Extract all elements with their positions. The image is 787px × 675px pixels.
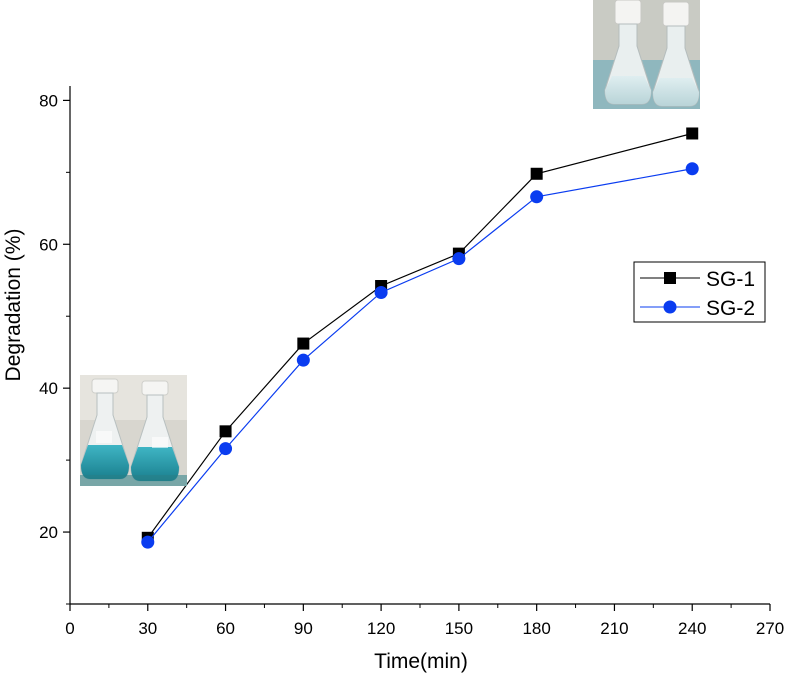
flasks-after-photo: [593, 0, 700, 109]
series-sg-2: [141, 162, 699, 549]
data-point-sg-2: [374, 285, 388, 299]
y-axis-title: Degradation (%): [2, 229, 25, 382]
legend-box: [633, 261, 766, 323]
legend: SG-1 SG-2: [633, 261, 766, 323]
data-point-sg-1: [219, 425, 232, 438]
x-tick-label: 270: [756, 619, 784, 638]
series-line-sg-2: [147, 168, 693, 543]
x-tick-label: 240: [678, 619, 706, 638]
flasks-before-photo: [80, 375, 187, 486]
x-tick-label: 210: [600, 619, 628, 638]
data-point-sg-1: [297, 337, 310, 350]
x-tick-label: 60: [216, 619, 235, 638]
x-tick-label: 150: [445, 619, 473, 638]
data-point-sg-2: [219, 442, 233, 456]
y-tick-label: 80: [39, 91, 58, 110]
axes: [69, 86, 770, 605]
legend-marker-sg-1: [664, 272, 676, 284]
x-tick-label: 180: [522, 619, 550, 638]
x-tick-label: 30: [138, 619, 157, 638]
data-point-sg-1: [686, 127, 699, 140]
legend-label-sg-1: SG-1: [706, 268, 755, 291]
y-ticks: 20 40 60 80: [39, 91, 70, 605]
x-tick-label: 0: [65, 619, 74, 638]
y-tick-label: 40: [39, 379, 58, 398]
y-tick-label: 60: [39, 235, 58, 254]
legend-label-sg-2: SG-2: [706, 297, 755, 320]
data-point-sg-2: [296, 353, 310, 367]
legend-item-sg-1: SG-1: [640, 268, 755, 291]
data-point-sg-2: [452, 252, 466, 266]
data-point-sg-2: [141, 535, 155, 549]
series-sg-1: [141, 127, 699, 544]
series-layer: [141, 127, 699, 549]
data-point-sg-2: [530, 190, 544, 204]
x-axis-title: Time(min): [374, 650, 468, 673]
data-point-sg-2: [685, 162, 699, 176]
x-ticks: 0 30 60 90 120 150 180 210 240 270: [65, 604, 784, 638]
data-point-sg-1: [530, 167, 543, 180]
x-tick-label: 90: [294, 619, 313, 638]
y-tick-label: 20: [39, 523, 58, 542]
x-tick-label: 120: [367, 619, 395, 638]
legend-marker-sg-2: [663, 300, 677, 314]
legend-item-sg-2: SG-2: [640, 297, 755, 320]
series-line-sg-1: [147, 132, 693, 539]
